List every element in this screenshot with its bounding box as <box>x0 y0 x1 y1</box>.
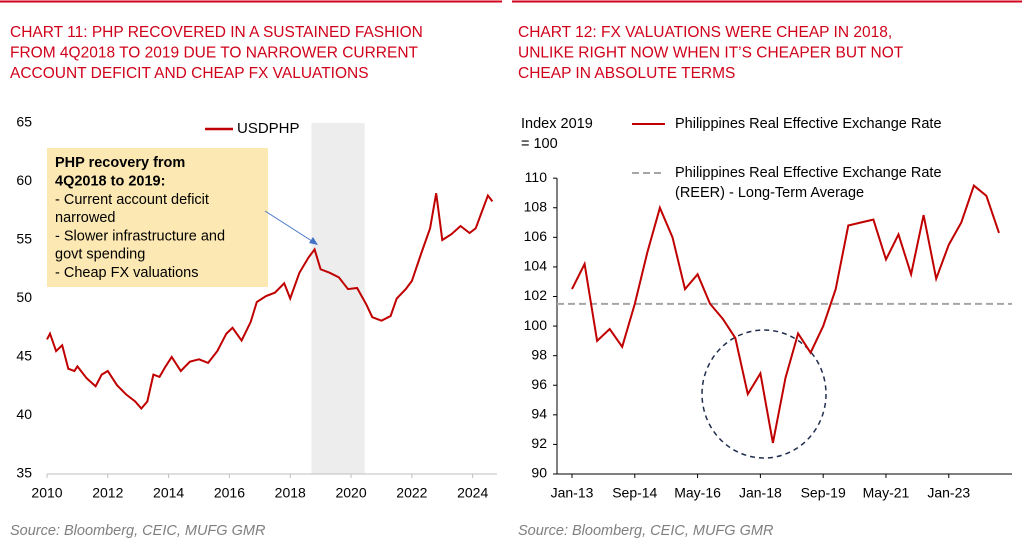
legend-label: Philippines Real Effective Exchange Rate <box>675 116 942 132</box>
legend-label: Philippines Real Effective Exchange Rate… <box>675 165 942 201</box>
series-line <box>46 193 494 411</box>
annotation-text: - Slower infrastructure and <box>55 228 225 244</box>
chart-title: CHEAP IN ABSOLUTE TERMS <box>518 65 735 82</box>
x-tick-label: Jan-23 <box>927 485 970 501</box>
y-tick-label: 90 <box>531 465 547 481</box>
x-tick-label: Jan-18 <box>739 485 782 501</box>
y-tick-label: 102 <box>524 287 548 303</box>
y-tick-label: 35 <box>16 465 32 481</box>
chart-title: FROM 4Q2018 TO 2019 DUE TO NARROWER CURR… <box>10 45 419 62</box>
x-tick-label: 2018 <box>275 485 306 501</box>
y-tick-label: 60 <box>16 172 32 188</box>
chart-title: CHART 12: FX VALUATIONS WERE CHEAP IN 20… <box>518 24 892 41</box>
annotation-heading: 4Q2018 to 2019: <box>55 173 165 189</box>
y-tick-label: 40 <box>16 406 32 422</box>
annotation-heading: PHP recovery from <box>55 155 185 171</box>
x-tick-label: 2020 <box>335 485 366 501</box>
x-tick-label: Jan-13 <box>551 485 594 501</box>
x-tick-label: May-21 <box>863 485 910 501</box>
x-tick-label: 2024 <box>457 485 488 501</box>
annotation-text: govt spending <box>55 247 145 263</box>
chart-title: ACCOUNT DEFICIT AND CHEAP FX VALUATIONS <box>10 65 369 82</box>
y-tick-label: 98 <box>531 346 547 362</box>
y-tick-label: 100 <box>524 317 548 333</box>
x-tick-label: May-16 <box>674 485 721 501</box>
x-tick-label: 2010 <box>31 485 62 501</box>
x-tick-label: Sep-19 <box>801 485 846 501</box>
y-tick-label: 104 <box>524 258 548 274</box>
arrow-head <box>309 237 318 245</box>
y-tick-label: 45 <box>16 348 32 364</box>
y-tick-label: 50 <box>16 289 32 305</box>
chart-title: UNLIKE RIGHT NOW WHEN IT’S CHEAPER BUT N… <box>518 45 904 62</box>
source: Source: Bloomberg, CEIC, MUFG GMR <box>518 523 774 539</box>
y-tick-label: 55 <box>16 231 32 247</box>
y-tick-label: 110 <box>525 169 548 185</box>
annotation-text: - Current account deficit <box>55 192 209 208</box>
source: Source: Bloomberg, CEIC, MUFG GMR <box>10 523 266 539</box>
y-tick-label: 94 <box>531 406 547 422</box>
annotation-box <box>47 148 268 287</box>
x-tick-label: 2016 <box>214 485 245 501</box>
y-axis-label: Index 2019 <box>521 116 593 132</box>
shaded-period <box>311 123 365 474</box>
x-tick-label: Sep-14 <box>612 485 657 501</box>
series-line <box>571 183 1000 444</box>
y-tick-label: 96 <box>531 376 547 392</box>
chart-title: CHART 11: PHP RECOVERED IN A SUSTAINED F… <box>10 24 423 41</box>
y-tick-label: 65 <box>16 114 32 130</box>
y-tick-label: 106 <box>524 228 548 244</box>
legend-label: USDPHP <box>237 120 300 137</box>
y-axis-label: = 100 <box>521 136 558 152</box>
annotation-text: - Cheap FX valuations <box>55 265 198 281</box>
x-tick-label: 2012 <box>92 485 123 501</box>
annotation-arrow <box>264 210 316 244</box>
y-tick-label: 108 <box>524 198 548 214</box>
y-tick-label: 92 <box>531 435 547 451</box>
annotation-text: narrowed <box>55 210 115 226</box>
highlight-circle <box>701 329 827 459</box>
x-tick-label: 2022 <box>396 485 427 501</box>
x-tick-label: 2014 <box>153 485 184 501</box>
